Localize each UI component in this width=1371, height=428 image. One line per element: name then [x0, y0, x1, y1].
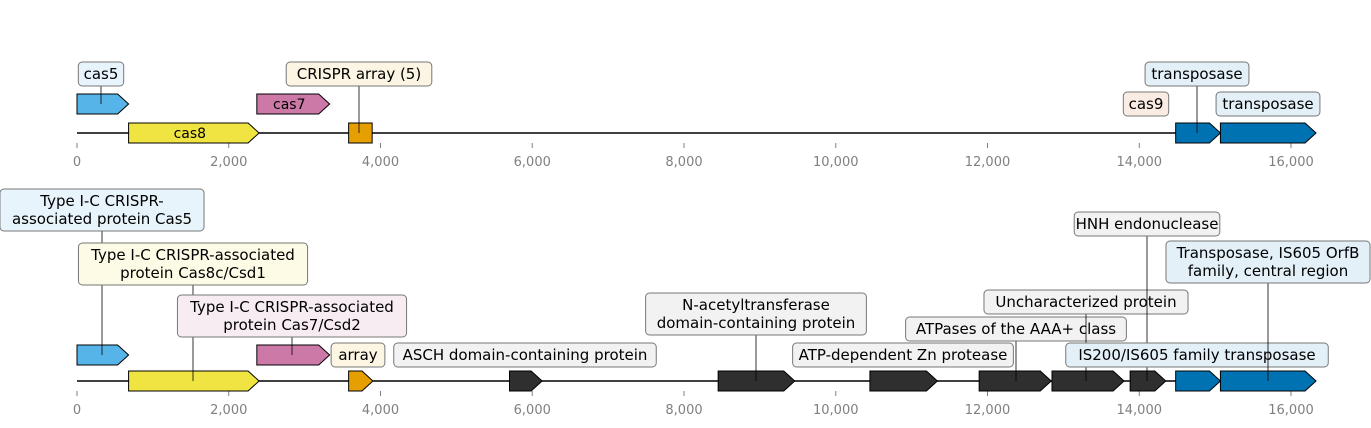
callout-box: [792, 342, 1014, 368]
callout-box: [77, 242, 309, 286]
track-top: 0 2,000 4,000 6,000 8,000 10,000 12,000 14,000 1…: [73, 61, 1321, 170]
callout-box: [905, 316, 1127, 342]
callout-text: cas5: [84, 65, 119, 83]
gene-aaa-atpase: [978, 370, 1052, 392]
gene-transposase-2: [1219, 122, 1317, 144]
callout-text: Type I-C CRISPR-associated: [90, 246, 295, 264]
gene-cas7: [256, 344, 331, 366]
gene-is200: [1175, 370, 1222, 392]
callout-text: Uncharacterized protein: [995, 293, 1176, 311]
gene-hnh: [1129, 370, 1167, 392]
gene-cas8c: [128, 370, 260, 392]
axis-tick-label: 2,000: [210, 403, 247, 418]
axis-tick-label: 16,000: [1268, 155, 1314, 170]
gene-label: cas7: [273, 97, 305, 113]
callout-box: [330, 342, 386, 368]
callout-text: cas9: [1129, 95, 1164, 113]
gene-cas7: [256, 93, 331, 115]
callout-text: transposase: [1222, 95, 1313, 113]
callout-box: [1165, 240, 1371, 284]
callout-text: transposase: [1151, 65, 1242, 83]
axis-tick-label: 4,000: [362, 403, 399, 418]
axis-tick-label: 12,000: [965, 155, 1011, 170]
callout-text: Transposase, IS605 OrfB: [1176, 244, 1360, 262]
callout-text: array: [338, 346, 377, 364]
callout-text: N-acetyltransferase: [682, 296, 830, 314]
axis-tick-label: 10,000: [813, 403, 859, 418]
axis-tick-label: 12,000: [965, 403, 1011, 418]
gene-cas5: [76, 93, 130, 115]
callout-text: protein Cas7/Csd2: [223, 316, 361, 334]
gene-cas5: [76, 344, 130, 366]
callout-box: [1065, 342, 1329, 368]
callout-box: [0, 188, 205, 232]
gene-label: cas8: [174, 126, 206, 142]
callout-text: associated protein Cas5: [12, 210, 192, 228]
callout-text: ATPases of the AAA+ class: [916, 320, 1116, 338]
gene-CRISPR array: [348, 122, 373, 144]
track-bottom: 0 2,000 4,000 6,000 8,000 10,000 12,000 14,000 1…: [0, 188, 1371, 418]
callout-text: IS200/IS605 family transposase: [1078, 346, 1315, 364]
gene-transposase-1: [1175, 122, 1222, 144]
callout-text: ASCH domain-containing protein: [403, 346, 648, 364]
callout-box: [176, 294, 408, 338]
callout-text: HNH endonuclease: [1076, 215, 1219, 233]
axis-tick-label: 4,000: [362, 155, 399, 170]
callout-text: family, central region: [1188, 262, 1348, 280]
callout-box: [983, 289, 1189, 315]
callout-text: ATP-dependent Zn protease: [799, 346, 1008, 364]
axis-tick-label: 8,000: [665, 155, 702, 170]
axis-tick-label: 2,000: [210, 155, 247, 170]
callout-box: [285, 61, 433, 87]
callout-text: Type I-C CRISPR-: [39, 192, 163, 210]
axis-tick-label: 14,000: [1117, 155, 1163, 170]
gene-atp-dependent-protease: [869, 370, 939, 392]
callout-text: CRISPR array (5): [297, 65, 421, 83]
gene-asch: [508, 370, 543, 392]
callout-box: [77, 61, 125, 87]
gene-cas8: [128, 122, 260, 144]
gene-array: [348, 370, 374, 392]
axis-tick-label: 0: [73, 155, 81, 170]
callout-text: protein Cas8c/Csd1: [120, 264, 266, 282]
callout-text: domain-containing protein: [657, 314, 856, 332]
callout-text: Type I-C CRISPR-associated: [189, 298, 394, 316]
callout-box: [1122, 91, 1170, 117]
callout-box: [1215, 91, 1321, 117]
axis-tick-label: 6,000: [514, 155, 551, 170]
axis-tick-label: 8,000: [665, 403, 702, 418]
axis-tick-label: 10,000: [813, 155, 859, 170]
callout-box: [1144, 61, 1250, 87]
gene-uncharacterized: [1051, 370, 1125, 392]
callout-box: [1073, 211, 1221, 237]
callout-box: [393, 342, 657, 368]
callout-box: [645, 292, 867, 336]
axis-tick-label: 0: [73, 403, 81, 418]
gene-n-acetyltransferase: [717, 370, 796, 392]
axis-tick-label: 6,000: [514, 403, 551, 418]
axis-tick-label: 14,000: [1117, 403, 1163, 418]
axis-tick-label: 16,000: [1268, 403, 1314, 418]
